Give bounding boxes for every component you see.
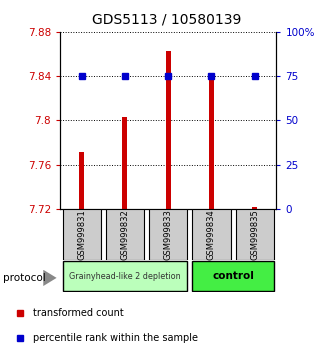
Bar (209, 78, 214, 209)
Bar (252, 207, 257, 209)
Text: GSM999832: GSM999832 (120, 209, 130, 260)
Bar (192, 261, 274, 291)
Text: transformed count: transformed count (33, 308, 124, 318)
Bar (79, 153, 84, 209)
Bar (166, 51, 171, 209)
Text: GSM999835: GSM999835 (250, 209, 259, 260)
Text: GSM999831: GSM999831 (77, 209, 86, 260)
Text: GSM999834: GSM999834 (207, 209, 216, 260)
Text: percentile rank within the sample: percentile rank within the sample (33, 333, 198, 343)
Text: protocol: protocol (3, 273, 46, 283)
Text: GDS5113 / 10580139: GDS5113 / 10580139 (92, 12, 241, 27)
Polygon shape (43, 270, 57, 286)
Text: control: control (212, 271, 254, 281)
Bar (192, 209, 230, 260)
Bar (149, 209, 187, 260)
Bar (63, 261, 187, 291)
Text: GSM999833: GSM999833 (164, 209, 173, 260)
Bar (106, 209, 144, 260)
Bar (122, 117, 128, 209)
Text: Grainyhead-like 2 depletion: Grainyhead-like 2 depletion (69, 272, 181, 281)
Bar (236, 209, 274, 260)
Bar (63, 209, 101, 260)
